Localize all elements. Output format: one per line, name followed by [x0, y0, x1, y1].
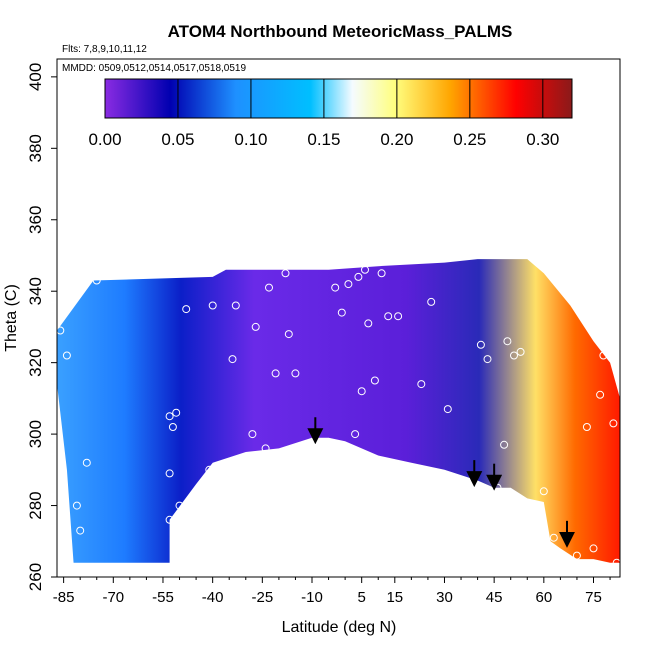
observation-marker [281, 269, 290, 278]
colorbar-tick-label: 0.25 [453, 130, 486, 149]
observation-marker [165, 412, 174, 421]
observation-marker [351, 430, 360, 439]
x-tick-label: -70 [102, 589, 124, 606]
observation-marker [572, 551, 581, 560]
observation-marker [370, 376, 379, 385]
colorbar: 0.00 0.05 0.10 0.15 0.20 0.25 0.30 [88, 78, 573, 149]
observation-marker [231, 301, 240, 310]
observation-marker [248, 430, 257, 439]
observation-marker [165, 515, 174, 524]
observation-marker [72, 501, 81, 510]
y-axis-label: Theta (C) [3, 284, 20, 352]
x-tick-label: 75 [585, 589, 602, 606]
colorbar-tick-label: 0.05 [161, 130, 194, 149]
observation-marker [92, 276, 101, 285]
y-tick-label: 300 [26, 420, 45, 448]
observation-marker [271, 369, 280, 378]
observation-marker [596, 390, 605, 399]
observation-marker [510, 351, 518, 360]
plot-frame [56, 58, 621, 578]
x-tick-label: -25 [251, 589, 273, 606]
observation-marker [516, 347, 525, 356]
colorbar-tick-label: 0.20 [380, 130, 413, 149]
observation-marker [261, 444, 270, 453]
colorbar-tick-label: 0.00 [88, 130, 121, 149]
observation-marker [377, 269, 386, 278]
y-tick-label: 260 [26, 563, 45, 591]
observation-marker [344, 280, 353, 289]
observation-marker [364, 319, 373, 328]
observation-marker [609, 419, 618, 428]
observation-marker [337, 308, 346, 317]
observation-marker [417, 380, 426, 389]
x-tick-label: 45 [486, 589, 503, 606]
x-tick-label: -55 [152, 589, 174, 606]
y-axis: 260 280 300 320 340 360 380 400 [26, 63, 57, 591]
colorbar-tick-label: 0.15 [307, 130, 340, 149]
observation-marker [394, 312, 403, 321]
x-tick-label: 30 [436, 589, 453, 606]
x-tick-label: 15 [386, 589, 403, 606]
observation-marker [172, 408, 181, 417]
observation-marker [361, 265, 369, 274]
colorbar-tick-label: 0.10 [234, 130, 267, 149]
x-axis-label: Latitude (deg N) [282, 619, 397, 636]
observation-marker [76, 526, 85, 535]
observation-marker [589, 544, 598, 553]
heatmap-field [57, 259, 620, 563]
observation-marker [165, 469, 174, 478]
observation-marker [443, 405, 452, 414]
observation-marker [284, 330, 293, 339]
observation-markers [56, 265, 621, 567]
flights-annotation: Flts: 7,8,9,10,11,12 [62, 44, 147, 55]
colorbar-tick-label: 0.30 [526, 130, 559, 149]
observation-marker [384, 312, 393, 321]
x-tick-label: -85 [53, 589, 75, 606]
observation-marker [556, 551, 565, 560]
observation-marker [500, 440, 509, 449]
observation-marker [483, 355, 492, 364]
observation-marker [539, 487, 548, 496]
arrow-markers [307, 417, 576, 548]
observation-marker [476, 340, 485, 349]
x-tick-label: 5 [358, 589, 366, 606]
dates-annotation: MMDD: 0509,0512,0514,0517,0518,0519 [62, 63, 246, 74]
observation-marker [427, 297, 436, 306]
y-tick-label: 400 [26, 63, 45, 91]
observation-marker [208, 301, 217, 310]
x-tick-label: -40 [202, 589, 224, 606]
observation-marker [291, 369, 300, 378]
observation-marker [251, 322, 260, 331]
y-tick-label: 320 [26, 348, 45, 376]
y-tick-label: 340 [26, 277, 45, 305]
y-tick-label: 280 [26, 491, 45, 519]
observation-marker [582, 423, 591, 431]
y-tick-label: 360 [26, 206, 45, 234]
observation-marker [168, 423, 177, 431]
chart-title: ATOM4 Northbound MeteoricMass_PALMS [168, 22, 513, 41]
observation-marker [357, 387, 366, 396]
x-tick-label: 60 [535, 589, 552, 606]
observation-marker [82, 458, 91, 467]
observation-marker [265, 283, 273, 292]
observation-marker [225, 458, 234, 467]
y-tick-label: 380 [26, 134, 45, 162]
observation-marker [503, 337, 512, 346]
observation-marker [599, 351, 608, 360]
observation-marker [182, 305, 191, 314]
x-axis: -85 -70 -55 -40 -25 -10 5 15 30 45 60 75 [53, 577, 611, 606]
observation-marker [331, 283, 340, 292]
colorbar-gradient [104, 78, 573, 119]
x-tick-label: -10 [301, 589, 323, 606]
observation-marker [62, 351, 71, 360]
observation-marker [205, 465, 214, 474]
observation-marker [549, 533, 558, 542]
observation-marker [228, 355, 237, 364]
observation-marker [354, 272, 363, 281]
observation-marker [175, 501, 184, 510]
heatmap-region [57, 259, 620, 563]
